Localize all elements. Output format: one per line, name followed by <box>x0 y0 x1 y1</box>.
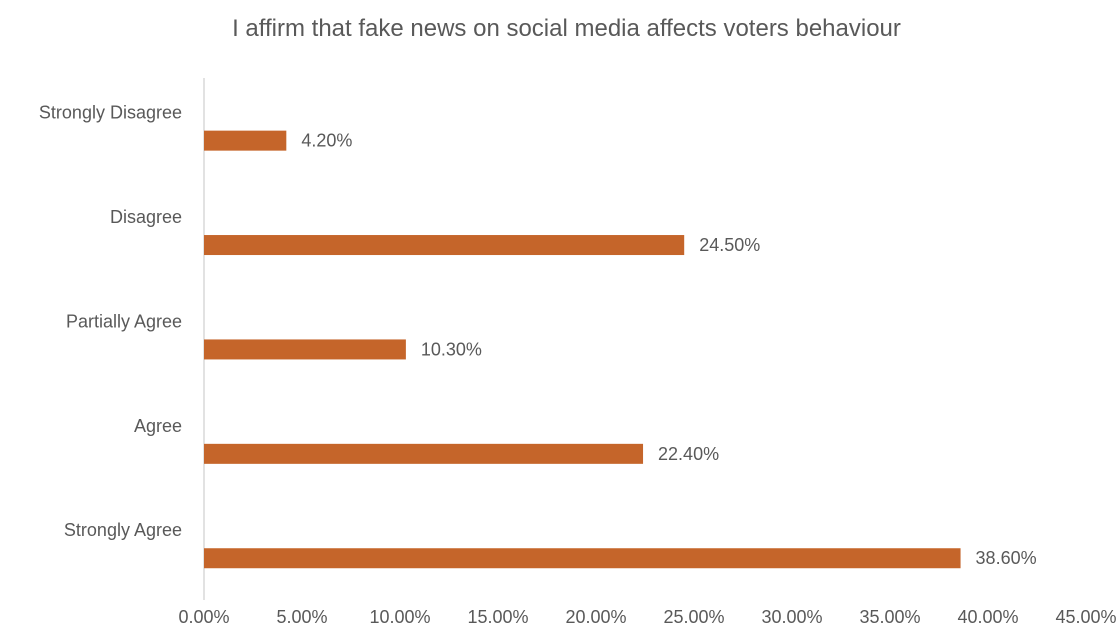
x-tick-label: 40.00% <box>957 607 1018 627</box>
category-label: Strongly Disagree <box>39 103 182 123</box>
data-label: 4.20% <box>301 131 352 151</box>
x-tick-label: 0.00% <box>178 607 229 627</box>
category-label: Disagree <box>110 207 182 227</box>
x-tick-label: 25.00% <box>663 607 724 627</box>
bar-disagree <box>204 235 685 256</box>
data-label: 10.30% <box>421 339 482 359</box>
bar-strongly-agree <box>204 548 961 569</box>
x-tick-label: 10.00% <box>369 607 430 627</box>
x-tick-label: 45.00% <box>1055 607 1116 627</box>
bar-agree <box>204 443 644 464</box>
x-tick-label: 30.00% <box>761 607 822 627</box>
x-tick-label: 20.00% <box>565 607 626 627</box>
data-label: 22.40% <box>658 444 719 464</box>
chart-title: I affirm that fake news on social media … <box>232 15 901 42</box>
data-label: 38.60% <box>976 548 1037 568</box>
x-tick-label: 35.00% <box>859 607 920 627</box>
bar-partially-agree <box>204 339 406 360</box>
category-label: Strongly Agree <box>64 520 182 540</box>
data-label: 24.50% <box>699 235 760 255</box>
category-label: Agree <box>134 416 182 436</box>
x-tick-label: 5.00% <box>276 607 327 627</box>
bar-strongly-disagree <box>204 130 287 151</box>
x-tick-label: 15.00% <box>467 607 528 627</box>
category-label: Partially Agree <box>66 311 182 331</box>
